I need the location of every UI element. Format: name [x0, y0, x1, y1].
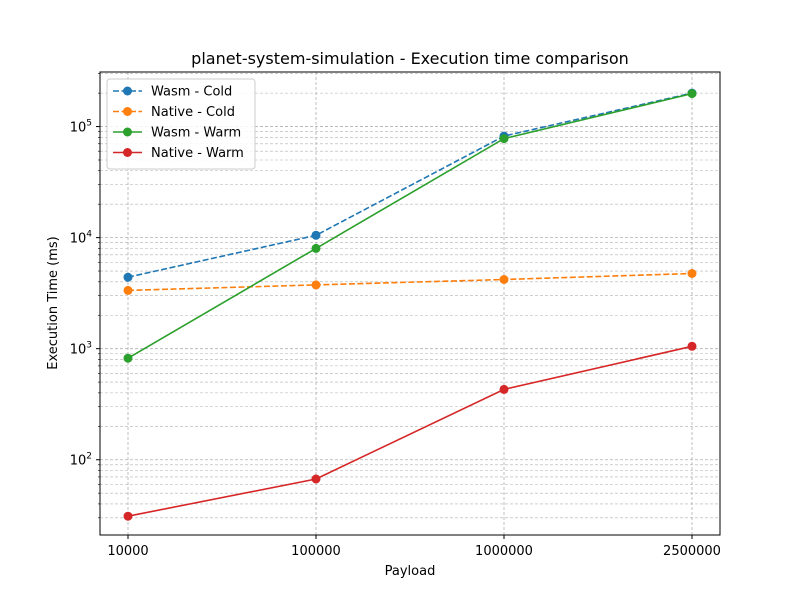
- legend-marker: [123, 86, 132, 96]
- legend-marker: [123, 107, 132, 116]
- x-tick-label: 100000: [291, 544, 341, 559]
- data-point: [311, 474, 321, 484]
- plot-area-frame: [99, 71, 721, 536]
- series: [123, 88, 697, 521]
- y-tick-label: 102: [70, 452, 92, 469]
- series-line-3: [127, 345, 693, 517]
- data-point: [311, 243, 321, 253]
- x-tick-label: 2500000: [663, 544, 721, 559]
- axis-ticks: 10000 100000 1000000 2500000 102 103 104 105: [70, 73, 721, 559]
- data-point: [687, 269, 697, 278]
- data-point: [123, 272, 133, 282]
- data-point: [123, 285, 133, 295]
- legend-box: [106, 78, 256, 170]
- grid: [100, 72, 720, 535]
- x-tick-label: 1000000: [475, 544, 533, 559]
- legend-label: Wasm - Warm: [151, 126, 241, 141]
- data-point: [499, 275, 509, 284]
- x-tick-label: 10000: [107, 544, 148, 559]
- series-line-0: [127, 92, 693, 278]
- y-tick-label: 103: [70, 341, 92, 358]
- data-point: [499, 384, 509, 394]
- legend-label: Wasm - Cold: [151, 85, 232, 100]
- data-point: [311, 280, 321, 290]
- legend-marker: [123, 148, 132, 157]
- legend-label: Native - Warm: [151, 146, 244, 161]
- data-point: [123, 353, 133, 363]
- legend-marker: [123, 127, 132, 137]
- data-point: [499, 134, 509, 144]
- data-point: [123, 511, 133, 521]
- y-axis-label: Execution Time (ms): [46, 236, 61, 369]
- data-point: [687, 341, 697, 351]
- series-line-2: [127, 92, 693, 359]
- data-point: [687, 89, 697, 99]
- data-point: [311, 230, 321, 240]
- chart-title: planet-system-simulation - Execution tim…: [191, 49, 629, 68]
- legend: Wasm - Cold Native - Cold Wasm - Warm Nativ…: [106, 78, 256, 170]
- y-tick-label: 104: [70, 230, 93, 247]
- y-tick-label: 105: [70, 119, 92, 136]
- legend-label: Native - Cold: [151, 105, 235, 120]
- x-axis-label: Payload: [385, 564, 436, 579]
- series-line-1: [127, 272, 693, 292]
